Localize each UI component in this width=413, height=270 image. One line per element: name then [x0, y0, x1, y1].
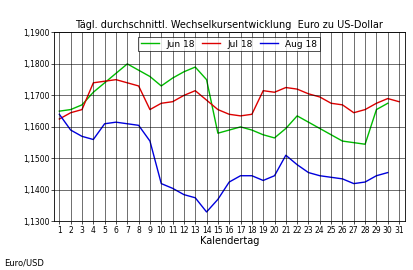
Aug 18	[283, 154, 288, 157]
Jul 18	[238, 114, 243, 117]
Aug 18	[385, 171, 390, 174]
Jun 18	[272, 136, 277, 140]
Aug 18	[272, 174, 277, 177]
Aug 18	[68, 129, 73, 132]
Jul 18	[136, 84, 141, 87]
Aug 18	[306, 171, 311, 174]
Aug 18	[80, 135, 85, 138]
Aug 18	[147, 139, 152, 143]
Jul 18	[114, 78, 119, 81]
Jun 18	[114, 72, 119, 75]
Jun 18	[91, 91, 96, 94]
Aug 18	[170, 187, 175, 190]
Jun 18	[193, 65, 198, 69]
Jul 18	[317, 95, 322, 99]
Jul 18	[91, 81, 96, 85]
Jul 18	[261, 89, 266, 92]
Jun 18	[238, 125, 243, 129]
Jun 18	[102, 81, 107, 85]
Aug 18	[114, 120, 119, 124]
Line: Aug 18: Aug 18	[59, 114, 388, 212]
Aug 18	[340, 177, 345, 180]
Jun 18	[159, 84, 164, 87]
Jun 18	[204, 78, 209, 81]
Jun 18	[216, 131, 221, 135]
Jun 18	[170, 76, 175, 80]
Aug 18	[159, 182, 164, 185]
Jun 18	[227, 129, 232, 132]
Jul 18	[68, 111, 73, 114]
Text: Euro/USD: Euro/USD	[4, 258, 44, 267]
Aug 18	[374, 174, 379, 177]
Jun 18	[249, 129, 254, 132]
Aug 18	[181, 193, 186, 196]
Aug 18	[57, 113, 62, 116]
Jul 18	[385, 97, 390, 100]
Aug 18	[261, 179, 266, 182]
Jun 18	[80, 103, 85, 106]
Jun 18	[295, 114, 300, 117]
Jul 18	[170, 100, 175, 103]
Jun 18	[136, 69, 141, 72]
Jul 18	[396, 100, 401, 103]
Jun 18	[57, 110, 62, 113]
Jul 18	[374, 102, 379, 105]
Aug 18	[295, 163, 300, 166]
Title: Tägl. durchschnittl. Wechselkursentwicklung  Euro zu US-Dollar: Tägl. durchschnittl. Wechselkursentwickl…	[75, 20, 383, 30]
Jul 18	[249, 113, 254, 116]
Aug 18	[136, 124, 141, 127]
Jun 18	[125, 62, 130, 66]
X-axis label: Kalendertag: Kalendertag	[199, 236, 259, 246]
Jul 18	[125, 81, 130, 85]
Jun 18	[363, 143, 368, 146]
Jul 18	[216, 108, 221, 111]
Aug 18	[204, 210, 209, 214]
Jul 18	[295, 87, 300, 91]
Aug 18	[227, 180, 232, 184]
Jun 18	[147, 75, 152, 78]
Jul 18	[204, 99, 209, 102]
Aug 18	[238, 174, 243, 177]
Jun 18	[181, 70, 186, 73]
Line: Jun 18: Jun 18	[59, 64, 388, 144]
Aug 18	[193, 196, 198, 199]
Jul 18	[306, 92, 311, 95]
Jul 18	[329, 102, 334, 105]
Jun 18	[317, 127, 322, 130]
Jun 18	[329, 133, 334, 136]
Jul 18	[283, 86, 288, 89]
Line: Jul 18: Jul 18	[59, 80, 399, 119]
Aug 18	[216, 198, 221, 201]
Jun 18	[385, 102, 390, 105]
Jun 18	[283, 127, 288, 130]
Jun 18	[306, 120, 311, 124]
Jun 18	[374, 108, 379, 111]
Aug 18	[91, 138, 96, 141]
Legend: Jun 18, Jul 18, Aug 18: Jun 18, Jul 18, Aug 18	[138, 37, 320, 51]
Jun 18	[340, 139, 345, 143]
Jul 18	[340, 103, 345, 106]
Jul 18	[181, 94, 186, 97]
Jul 18	[363, 108, 368, 111]
Aug 18	[329, 176, 334, 179]
Aug 18	[351, 182, 356, 185]
Jul 18	[102, 80, 107, 83]
Aug 18	[317, 174, 322, 177]
Jul 18	[159, 102, 164, 105]
Jul 18	[147, 108, 152, 111]
Jul 18	[57, 117, 62, 121]
Jul 18	[227, 113, 232, 116]
Jun 18	[68, 108, 73, 111]
Aug 18	[363, 180, 368, 184]
Aug 18	[125, 122, 130, 125]
Aug 18	[102, 122, 107, 125]
Aug 18	[249, 174, 254, 177]
Jul 18	[272, 91, 277, 94]
Jul 18	[80, 108, 85, 111]
Jul 18	[193, 89, 198, 92]
Jun 18	[261, 133, 266, 136]
Jul 18	[351, 111, 356, 114]
Jun 18	[351, 141, 356, 144]
